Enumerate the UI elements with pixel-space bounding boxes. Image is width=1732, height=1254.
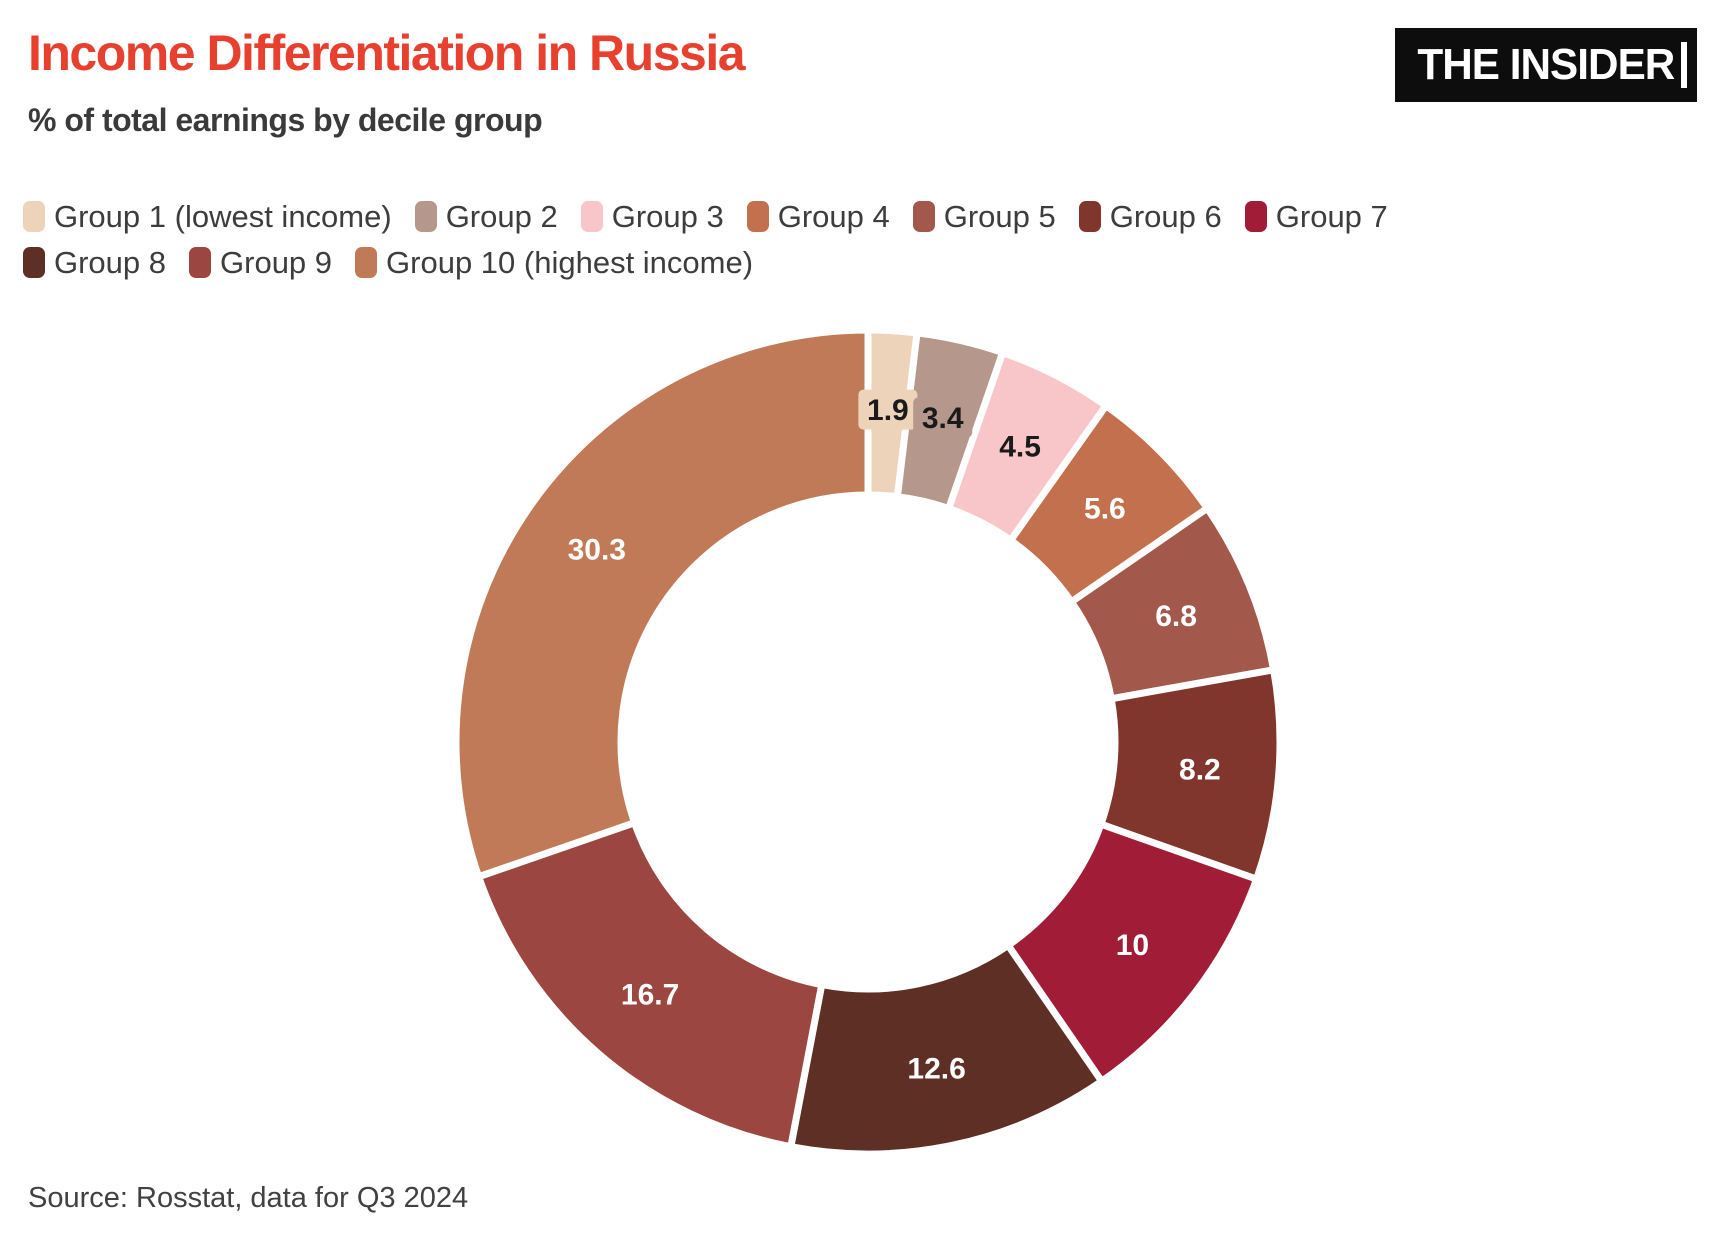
page-title: Income Differentiation in Russia (28, 25, 746, 81)
legend-swatch-icon (580, 201, 603, 232)
value-label-bbox (898, 1047, 975, 1088)
logo-cursor-bar-icon (1681, 42, 1687, 88)
value-label-bbox (913, 397, 973, 438)
value-label-text: 16.7 (621, 978, 679, 1011)
legend-item: Group 6 (1078, 199, 1222, 234)
value-label-bbox (1146, 595, 1206, 636)
legend-swatch-icon (23, 247, 45, 278)
legend-item: Group 10 (highest income) (355, 247, 753, 278)
value-label-text: 12.6 (907, 1052, 965, 1085)
value-label-text: 3.4 (922, 402, 964, 435)
slice-value-label: 8.2 (1170, 749, 1230, 790)
legend-item-label: Group 7 (1275, 199, 1388, 234)
legend-swatch-icon (355, 247, 378, 278)
legend-swatch-icon (1078, 201, 1101, 232)
legend-swatch-icon (23, 201, 45, 232)
slice-value-label: 12.6 (898, 1047, 975, 1088)
slice-value-label: 5.6 (1075, 488, 1135, 528)
legend-item: Group 5 (912, 199, 1056, 234)
legend-item: Group 4 (746, 199, 890, 234)
legend-swatch-icon (912, 201, 935, 232)
value-label-text: 5.6 (1084, 493, 1126, 526)
legend-item-label: Group 5 (943, 199, 1056, 234)
source-note: Source: Rosstat, data for Q3 2024 (28, 1182, 469, 1214)
legend-item-label: Group 4 (777, 199, 890, 234)
legend-item: Group 2 (414, 199, 558, 234)
legend-item-label: Group 1 (lowest income) (54, 199, 392, 234)
value-label-bbox (990, 425, 1050, 466)
legend-item: Group 7 (1244, 199, 1388, 234)
legend-swatch-icon (1244, 201, 1267, 232)
value-label-text: 8.2 (1179, 754, 1221, 787)
legend-item: Group 1 (lowest income) (23, 201, 392, 232)
slice-value-label: 16.7 (612, 973, 689, 1014)
value-label-bbox (858, 389, 918, 430)
value-label-text: 1.9 (867, 394, 909, 427)
legend-item-label: Group 3 (611, 199, 724, 234)
value-label-bbox (558, 528, 635, 569)
legend-item-label: Group 2 (445, 199, 558, 234)
legend-row: Group 1 (lowest income) Group 2 Group 3 Gro… (23, 201, 1703, 232)
legend-swatch-icon (746, 201, 769, 232)
value-label-bbox (1075, 488, 1135, 528)
legend-row: Group 8 Group 9 Group 10 (highest income) (23, 247, 1703, 278)
legend-item-label: Group 9 (220, 245, 333, 280)
slice-value-label: 3.4 (913, 397, 973, 438)
legend-item-label: Group 8 (54, 245, 167, 280)
value-label-bbox (612, 973, 689, 1014)
slice-value-label: 30.3 (558, 528, 635, 569)
value-label-text: 30.3 (568, 533, 626, 566)
legend-item: Group 3 (580, 199, 724, 234)
value-label-text: 10 (1116, 929, 1149, 962)
slice-value-label: 6.8 (1146, 595, 1206, 636)
value-label-bbox (1170, 749, 1230, 790)
chart-legend: Group 1 (lowest income) Group 2 Group 3 Gro… (23, 201, 1703, 293)
legend-item-label: Group 6 (1109, 199, 1222, 234)
value-label-bbox (1107, 924, 1158, 965)
legend-swatch-icon (189, 247, 212, 278)
brand-logo: THE INSIDER (1395, 28, 1697, 102)
brand-logo-text: THE INSIDER (1417, 40, 1675, 89)
value-label-text: 6.8 (1155, 600, 1197, 633)
slice-value-label: 10 (1107, 924, 1158, 965)
legend-item: Group 9 (189, 247, 332, 278)
legend-item: Group 8 (23, 247, 166, 278)
slice-value-label: 1.9 (858, 389, 918, 430)
value-label-text: 4.5 (999, 430, 1041, 463)
legend-swatch-icon (414, 201, 437, 232)
chart-subtitle: % of total earnings by decile group (28, 102, 543, 138)
donut-slice (452, 326, 872, 881)
slice-value-label: 4.5 (990, 425, 1050, 466)
legend-item-label: Group 10 (highest income) (386, 245, 754, 280)
